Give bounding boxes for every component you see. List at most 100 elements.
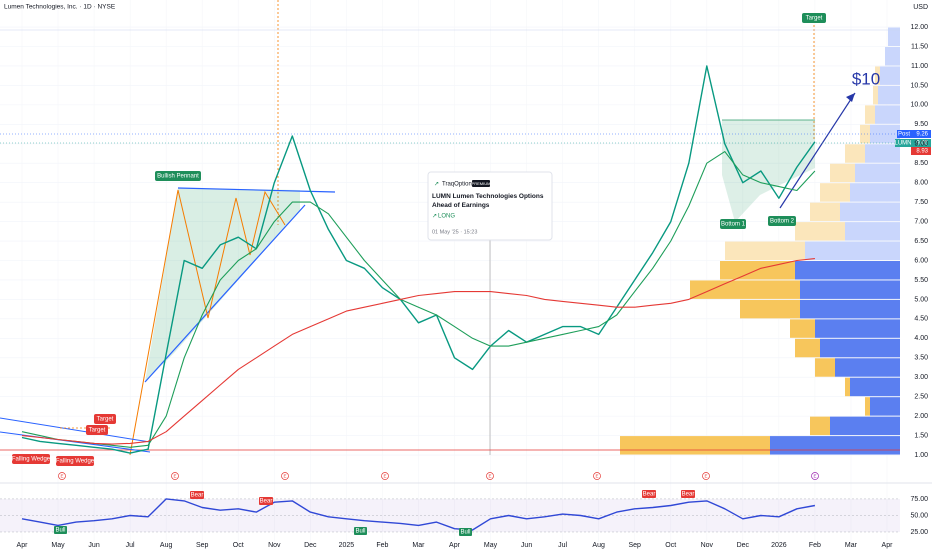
y-tick-label: 12.00 xyxy=(910,24,928,31)
label-box xyxy=(56,456,94,466)
series-line xyxy=(21,65,816,454)
x-tick-label: Dec xyxy=(304,542,317,549)
series-line xyxy=(21,151,816,448)
profile-bar xyxy=(845,144,865,163)
profile-bar xyxy=(820,338,900,358)
rsi-signals: Bull Bear Bear Bull Bull Bear Bear xyxy=(54,490,695,536)
x-tick-label: Feb xyxy=(809,542,821,549)
series-line xyxy=(21,258,815,445)
profile-bar xyxy=(850,183,900,202)
y-tick-label: 75.00 xyxy=(910,496,928,503)
x-tick-label: Jun xyxy=(521,542,532,549)
drawings xyxy=(0,0,900,456)
x-tick-label: Feb xyxy=(376,542,388,549)
profile-bar xyxy=(740,299,800,319)
tag-box xyxy=(911,130,931,138)
signal-label: Bear xyxy=(682,492,695,498)
y-tick-label: 3.00 xyxy=(914,374,928,381)
price-tags: Post 9.26 LUMN 9.05 8.93 xyxy=(894,130,931,155)
target-label: Target xyxy=(97,417,114,423)
y-tick-label: 6.00 xyxy=(914,257,928,264)
x-tick-label: May xyxy=(51,542,65,549)
y-tick-label: 11.50 xyxy=(911,43,928,50)
signal-label: Bull xyxy=(355,529,365,535)
x-tick-label: Nov xyxy=(268,542,281,549)
profile-bar xyxy=(850,377,900,397)
x-tick-label: Oct xyxy=(233,542,244,549)
profile-bar xyxy=(885,47,900,66)
event-icon xyxy=(381,472,389,480)
tag-box xyxy=(911,147,931,155)
label-box xyxy=(768,216,796,226)
signal-box xyxy=(642,490,656,498)
signal-box xyxy=(190,491,204,499)
y-tick-label: 7.00 xyxy=(914,218,928,225)
y-tick-label: 9.50 xyxy=(914,121,928,128)
profile-bar xyxy=(795,338,820,358)
y-tick-label: 1.50 xyxy=(914,432,928,439)
event-icon xyxy=(58,472,66,480)
y-tick-label: 3.50 xyxy=(914,355,928,362)
card[interactable] xyxy=(427,171,553,241)
x-tick-label: Aug xyxy=(592,542,605,549)
y-tick-label: 1.00 xyxy=(914,452,928,459)
profile-bar xyxy=(795,222,845,241)
profile-bar xyxy=(830,163,855,183)
y-tick-label: 4.50 xyxy=(914,316,928,323)
author-icon: ↗ xyxy=(434,182,439,188)
signal-box xyxy=(459,528,472,536)
x-tick-label: 2025 xyxy=(339,542,355,549)
profile-bar xyxy=(840,202,900,222)
profile-bar xyxy=(880,66,900,85)
idea-author: TraqOptions xyxy=(442,182,475,188)
y-tick-label: 8.50 xyxy=(914,160,928,167)
y-tick-label: 5.50 xyxy=(914,277,928,284)
profile-bar xyxy=(810,202,840,222)
signal-box xyxy=(259,497,273,505)
x-tick-label: Sep xyxy=(628,542,641,549)
event-label: E xyxy=(173,474,176,479)
x-tick-label: Aug xyxy=(160,542,173,549)
profile-bar xyxy=(800,299,900,319)
price-target: $10 xyxy=(852,69,880,88)
event-label: E xyxy=(383,474,386,479)
profile-bar xyxy=(855,163,900,183)
y-tick-label: 2.50 xyxy=(914,394,928,401)
series-line xyxy=(21,498,816,531)
event-icon xyxy=(486,472,494,480)
x-tick-label: Mar xyxy=(845,542,858,549)
annotations: Bullish Pennant Target Target Target Fal… xyxy=(12,13,880,466)
event-label: E xyxy=(595,474,598,479)
profile-bar xyxy=(865,105,875,124)
bottom-label: Bottom 2 xyxy=(770,219,795,225)
y-tick-label: 7.50 xyxy=(914,199,928,206)
label-box xyxy=(86,425,108,435)
chart-title: Lumen Technologies, Inc. · 1D · NYSE xyxy=(4,4,116,11)
x-tick-label: Apr xyxy=(882,542,894,549)
price-label: 9.26 xyxy=(916,132,928,138)
profile-bar xyxy=(690,280,800,299)
x-tick-label: Jun xyxy=(88,542,99,549)
x-tick-label: Nov xyxy=(701,542,714,549)
projection-arrow xyxy=(779,92,856,209)
x-tick-label: Sep xyxy=(196,542,209,549)
tag-box xyxy=(911,139,931,147)
idea-card[interactable]: TraqOptions ↗ PREMIUM LUMN Lumen Technol… xyxy=(427,171,553,241)
x-tick-label: Jul xyxy=(126,542,135,549)
y-tick-label: 9.00 xyxy=(914,141,928,148)
idea-date: 01 May '25 · 15:23 xyxy=(432,229,477,235)
y-tick-label: 25.00 xyxy=(910,529,928,536)
tag-box xyxy=(897,130,911,138)
idea-direction: LONG xyxy=(438,214,455,220)
signal-label: Bull xyxy=(460,530,470,536)
profile-bar xyxy=(845,377,850,397)
profile-bar xyxy=(870,397,900,416)
profile-bar xyxy=(845,222,900,241)
y-tick-label: 8.00 xyxy=(914,180,928,187)
arrow-head xyxy=(846,93,855,102)
currency: USD xyxy=(913,4,928,11)
profile-bar xyxy=(815,358,835,377)
label-box xyxy=(12,454,50,464)
event-label: E xyxy=(60,474,63,479)
